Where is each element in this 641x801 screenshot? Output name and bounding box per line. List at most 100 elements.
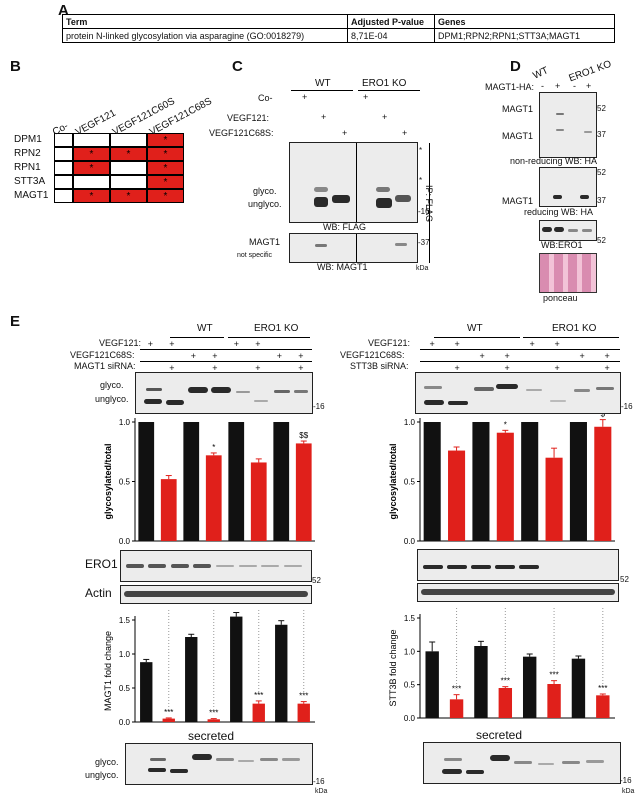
bar <box>140 662 153 722</box>
gene-hit-cell: * <box>147 147 184 161</box>
e-right-ero1ko-bracket <box>523 337 619 338</box>
e-left-ero1-blot <box>120 550 312 582</box>
gene-row-label: STT3A <box>14 176 46 187</box>
gene-hit-cell: * <box>147 133 184 147</box>
condition-plus: + <box>604 363 610 373</box>
reducing-ha-blot <box>539 167 597 207</box>
d-magt1-reducing: MAGT1 <box>502 196 534 206</box>
panel-b-label: B <box>10 58 21 75</box>
d-sign-4: + <box>586 81 592 91</box>
bar <box>275 624 288 722</box>
gene-hit-cell <box>73 175 110 189</box>
go-header-pvalue: Adjusted P-value <box>347 14 435 29</box>
c-magt1-label: MAGT1 <box>249 237 281 247</box>
e-right-glyco-chart: 0.0 0.5 1.0 glycosylated/total * $ <box>388 414 615 546</box>
y-axis-label: STT3B fold change <box>388 629 398 706</box>
c-marker-37: -37 <box>418 238 430 247</box>
gene-hit-cell <box>110 175 147 189</box>
bar <box>545 457 563 541</box>
significance-mark: *** <box>598 684 607 693</box>
gene-hit-cell: * <box>147 175 184 189</box>
bar <box>498 688 513 718</box>
y-tick-label: 1.0 <box>119 650 131 659</box>
bar <box>230 616 243 722</box>
e-left-actin-blot <box>120 585 312 604</box>
y-tick-label: 1.5 <box>404 614 416 623</box>
e-left-ero1ko: ERO1 KO <box>254 323 299 334</box>
condition-row-line <box>140 349 312 350</box>
e-left-sec-unglyco: unglyco. <box>85 770 119 780</box>
e-left-unglyco: unglyco. <box>95 394 129 404</box>
go-genes-cell: DPM1;RPN2;RPN1;STT3A;MAGT1 <box>434 28 615 43</box>
panel-a-label: A <box>58 2 69 19</box>
gene-hit-cell <box>54 147 73 161</box>
wt-bracket <box>291 90 353 91</box>
gene-hit-cell <box>110 161 147 175</box>
go-term-cell: protein N-linked glycosylation via aspar… <box>62 28 348 43</box>
significance-mark: *** <box>209 709 218 718</box>
y-axis-label: glycosylated/total <box>103 443 113 519</box>
significance-mark: *** <box>164 708 173 717</box>
e-left-sec-glyco: glyco. <box>95 757 119 767</box>
condition-row-line <box>140 361 312 362</box>
e-left-wt: WT <box>197 323 213 334</box>
e-left-row-c68s: VEGF121C68S: <box>70 350 135 360</box>
d-marker-52: 52 <box>597 104 606 113</box>
e-right-marker-52: 52 <box>620 575 629 584</box>
ero1ko-bracket <box>358 90 420 91</box>
condition-plus: + <box>212 351 218 361</box>
bar <box>522 656 537 718</box>
d-sign-3: - <box>573 81 576 91</box>
gene-hit-cell: * <box>73 147 110 161</box>
go-term-table: Term Adjusted P-value Genes protein N-li… <box>62 14 615 43</box>
significance-mark: * <box>504 420 507 429</box>
e-left-row-sirna: MAGT1 siRNA: <box>74 361 136 371</box>
bar <box>449 699 464 718</box>
y-tick-label: 0.0 <box>119 718 131 727</box>
d-marker-37-r: 37 <box>597 196 606 205</box>
c-marker-16: -16 <box>418 207 430 216</box>
bar <box>183 422 200 541</box>
e-right-marker-16: -16 <box>621 402 633 411</box>
condition-plus: + <box>554 363 560 373</box>
condition-plus: + <box>429 339 435 349</box>
d-magt1-lower: MAGT1 <box>502 131 534 141</box>
y-tick-label: 0.0 <box>404 714 416 723</box>
e-right-row-c68s: VEGF121C68S: <box>340 350 405 360</box>
wb-flag-label: WB: FLAG <box>323 222 367 232</box>
ip-flag-blot <box>289 142 418 223</box>
nonreducing-ha-blot <box>539 92 597 158</box>
d-sign-2: + <box>555 81 561 91</box>
e-left-glyco: glyco. <box>100 380 124 390</box>
e-right-sec-marker-16: -16 <box>620 776 632 785</box>
c-plus: + <box>342 128 348 138</box>
d-sign-1: - <box>541 81 544 91</box>
y-tick-label: 0.0 <box>404 537 416 546</box>
e-left-fold-chart: 0.0 0.5 1.0 1.5 MAGT1 fold change *** *** *** **… <box>103 610 315 727</box>
e-right-actin-blot <box>417 583 619 602</box>
y-tick-label: 0.5 <box>119 684 131 693</box>
bar <box>273 422 290 541</box>
bar <box>228 422 245 541</box>
condition-plus: + <box>190 351 197 361</box>
e-left-marker-52: 52 <box>312 576 321 585</box>
ero1-blot <box>539 220 597 241</box>
gene-hit-cell <box>54 189 73 203</box>
gene-hit-cell <box>54 133 73 147</box>
ponceau-label: ponceau <box>543 293 578 303</box>
e-right-row-sirna: STT3B siRNA: <box>350 361 409 371</box>
d-magt1-upper: MAGT1 <box>502 104 534 114</box>
bar <box>252 703 265 722</box>
e-left-marker-16: -16 <box>313 402 325 411</box>
gene-hit-cell <box>73 133 110 147</box>
bar <box>205 455 222 541</box>
significance-mark: * <box>212 443 215 452</box>
c-row-co: Co- <box>258 93 273 103</box>
significance-mark: $$ <box>299 431 308 440</box>
condition-plus: + <box>212 363 218 373</box>
wb-ero1-label: WB:ERO1 <box>541 240 583 250</box>
bar <box>250 462 267 541</box>
e-right-wt-bracket <box>434 337 520 338</box>
bar <box>472 422 490 541</box>
c-plus: + <box>402 128 408 138</box>
